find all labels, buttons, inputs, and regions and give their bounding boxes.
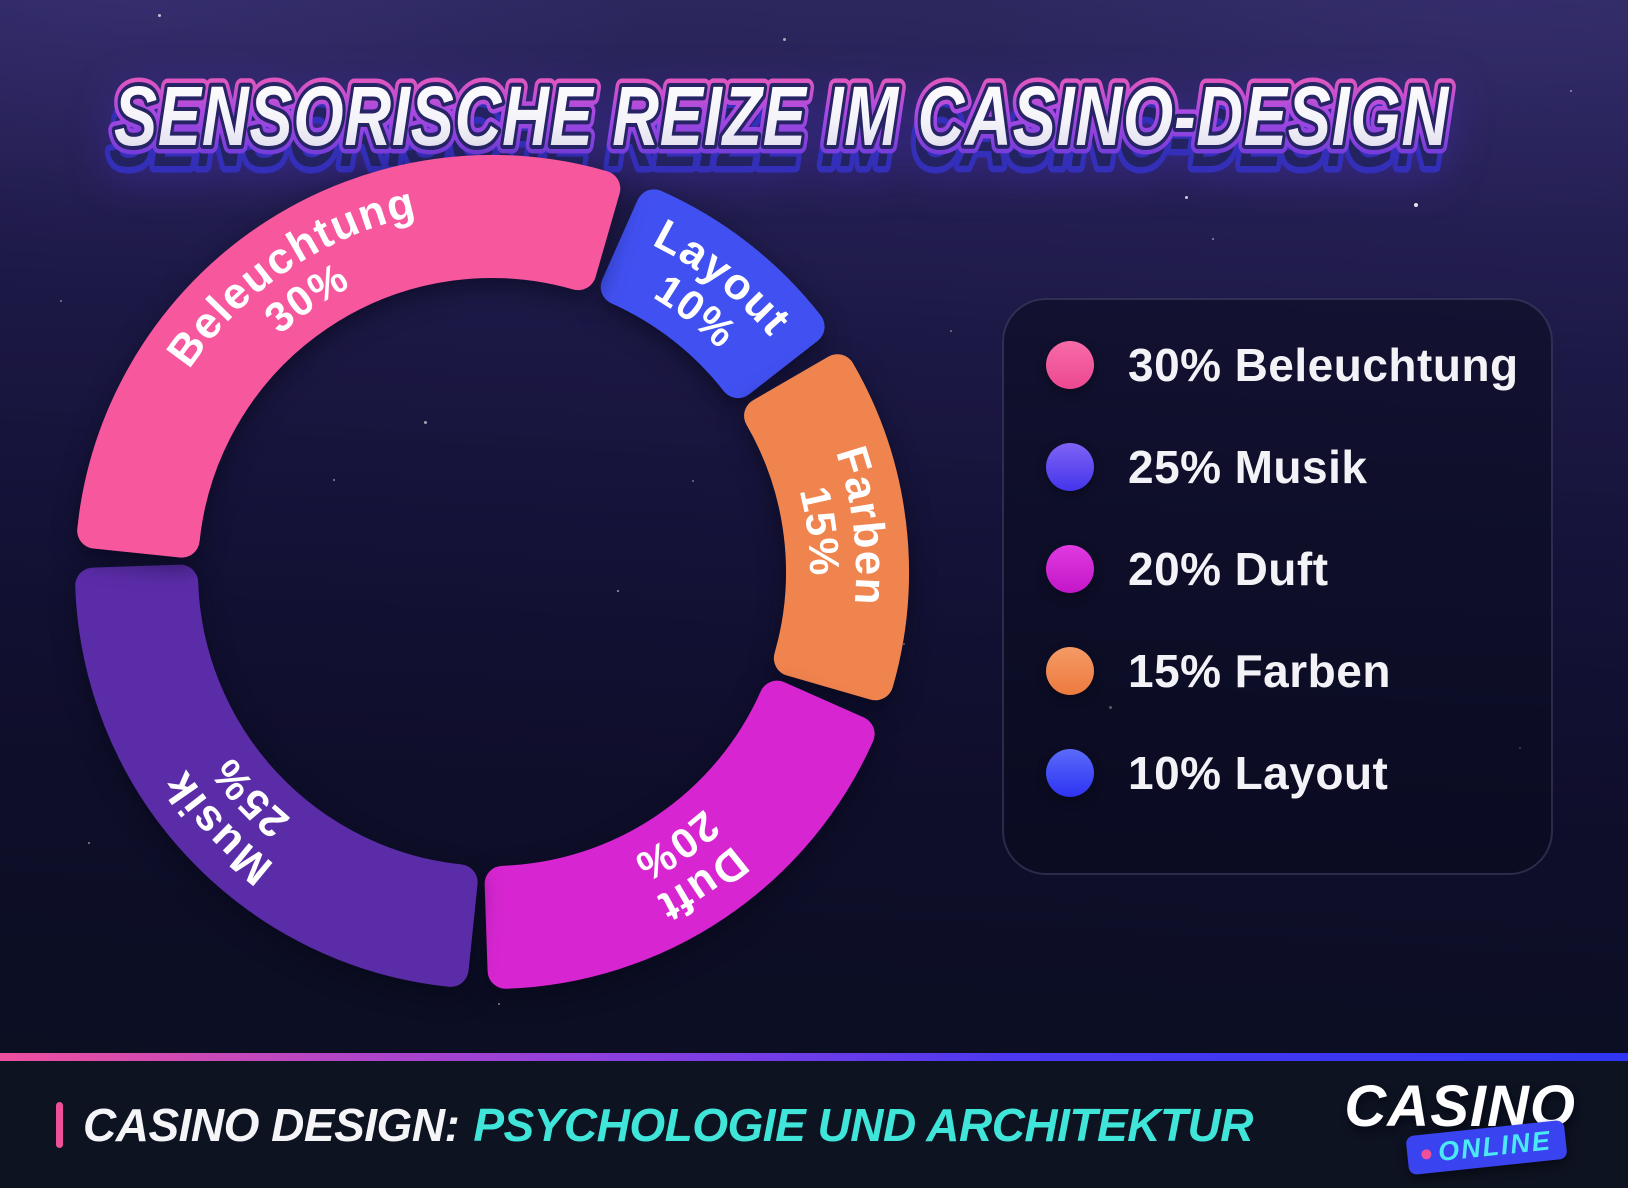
legend-label: 15% Farben [1128, 644, 1391, 698]
footer-title: CASINO DESIGN: PSYCHOLOGIE UND ARCHITEKTU… [56, 1098, 1253, 1152]
legend-item-farben: 15% Farben [1046, 620, 1551, 722]
footer-text: CASINO DESIGN: PSYCHOLOGIE UND ARCHITEKTU… [83, 1098, 1253, 1152]
footer-divider [0, 1053, 1628, 1061]
star-icon [498, 1003, 500, 1005]
brand-logo: CASINO ONLINE [1344, 1078, 1576, 1176]
donut-segment-farben [744, 354, 909, 701]
footer-text-prefix: CASINO DESIGN: [83, 1098, 460, 1151]
legend-label: 20% Duft [1128, 542, 1329, 596]
donut-segment-duft [484, 680, 875, 989]
star-icon [88, 842, 90, 844]
star-icon [1366, 158, 1369, 161]
legend-percent: 15% [1128, 645, 1222, 697]
donut-segment-musik [75, 564, 478, 987]
legend-label: 10% Layout [1128, 746, 1388, 800]
legend-label: 25% Musik [1128, 440, 1367, 494]
page-title: SENSORISCHE REIZE IM CASINO-DESIGN SENSO… [103, 61, 1458, 191]
star-icon [1570, 90, 1572, 92]
legend-name: Beleuchtung [1234, 339, 1519, 391]
star-icon [617, 590, 619, 592]
star-icon [1414, 203, 1418, 207]
brand-logo-dot-icon [1420, 1148, 1432, 1160]
title-outline: SENSORISCHE REIZE IM CASINO-DESIGN [114, 69, 1450, 163]
legend-label: 30% Beleuchtung [1128, 338, 1519, 392]
brand-logo-online: ONLINE [1436, 1125, 1554, 1167]
star-icon [692, 480, 694, 482]
legend-item-duft: 20% Duft [1046, 518, 1551, 620]
legend-item-musik: 25% Musik [1046, 416, 1551, 518]
legend-name: Musik [1234, 441, 1368, 493]
legend-dot-icon [1046, 749, 1094, 797]
star-icon [424, 421, 427, 424]
star-icon [1185, 196, 1188, 199]
legend-dot-icon [1046, 545, 1094, 593]
legend-item-beleuchtung: 30% Beleuchtung [1046, 314, 1551, 416]
title-text: SENSORISCHE REIZE IM CASINO-DESIGN [114, 69, 1450, 163]
donut-segment-layout [600, 189, 825, 399]
footer-text-highlight: PSYCHOLOGIE UND ARCHITEKTUR [473, 1098, 1253, 1151]
star-icon [158, 14, 161, 17]
legend-percent: 20% [1128, 543, 1222, 595]
star-icon [783, 38, 786, 41]
star-icon [903, 643, 905, 645]
legend-percent: 30% [1128, 339, 1222, 391]
legend-dot-icon [1046, 443, 1094, 491]
legend-percent: 10% [1128, 747, 1222, 799]
star-icon [950, 330, 952, 332]
legend-panel: 30% Beleuchtung 25% Musik 20% Duft 15% Farben 10… [1002, 298, 1553, 875]
footer-accent-tick [56, 1101, 63, 1148]
footer-bar: CASINO DESIGN: PSYCHOLOGIE UND ARCHITEKTU… [0, 1061, 1628, 1188]
legend-item-layout: 10% Layout [1046, 722, 1551, 824]
legend-name: Duft [1234, 543, 1329, 595]
title-extrusion: SENSORISCHE REIZE IM CASINO-DESIGN [109, 90, 1445, 184]
star-icon [1212, 238, 1214, 240]
legend-dot-icon [1046, 647, 1094, 695]
donut-chart: Layout10%Farben15%Duft20%Musik25%Beleuch… [75, 155, 909, 989]
star-icon [60, 300, 62, 302]
legend-name: Farben [1234, 645, 1391, 697]
legend-percent: 25% [1128, 441, 1222, 493]
legend-name: Layout [1234, 747, 1389, 799]
legend-dot-icon [1046, 341, 1094, 389]
donut-segment-beleuchtung [77, 155, 621, 558]
star-icon [1050, 120, 1052, 122]
star-icon [333, 479, 335, 481]
